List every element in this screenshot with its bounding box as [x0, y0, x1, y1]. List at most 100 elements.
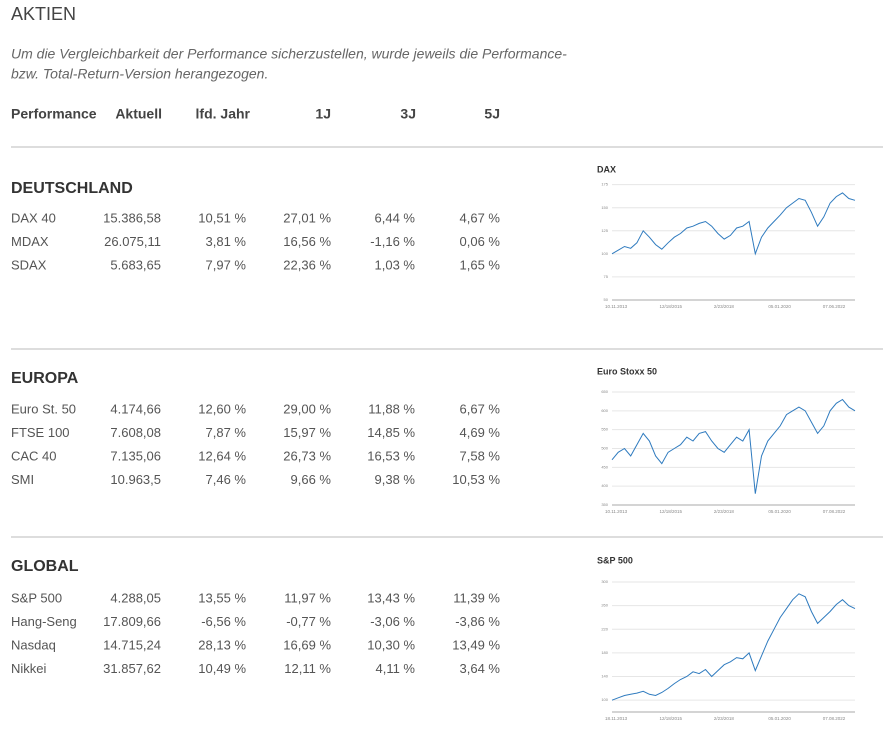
cell: 7,46 % — [206, 472, 247, 487]
y-tick-label: 300 — [601, 579, 608, 584]
cell: 13,55 % — [198, 590, 246, 605]
cell: Euro St. 50 — [11, 401, 76, 416]
cell: 16,53 % — [367, 448, 415, 463]
cell: 3,81 % — [206, 234, 247, 249]
x-tick-label: 12/18/2015 — [659, 304, 682, 309]
cell: SDAX — [11, 257, 47, 272]
column-header: 3J — [400, 106, 416, 122]
y-tick-label: 500 — [601, 446, 608, 451]
cell: 11,39 % — [453, 590, 500, 605]
chart-title: Euro Stoxx 50 — [597, 366, 657, 376]
cell: 28,13 % — [198, 637, 246, 652]
cell: 14.715,24 — [103, 637, 161, 652]
cell: 12,11 % — [284, 661, 331, 676]
cell: MDAX — [11, 234, 49, 249]
x-tick-label: 2/23/2018 — [714, 304, 735, 309]
cell: 26,73 % — [283, 448, 331, 463]
cell: 12,64 % — [198, 448, 246, 463]
cell: -6,56 % — [201, 614, 246, 629]
cell: 22,36 % — [283, 257, 331, 272]
y-tick-label: 125 — [601, 228, 608, 233]
cell: 3,64 % — [460, 661, 501, 676]
y-tick-label: 350 — [601, 502, 608, 507]
section-title: GLOBAL — [11, 558, 79, 575]
line-series — [611, 398, 856, 494]
y-tick-label: 600 — [601, 408, 608, 413]
cell: -3,86 % — [455, 614, 500, 629]
cell: 27,01 % — [283, 210, 331, 225]
cell: 12,60 % — [198, 401, 246, 416]
cell: 4.174,66 — [110, 401, 161, 416]
cell: 1,03 % — [375, 257, 416, 272]
y-tick-label: 75 — [604, 274, 609, 279]
cell: 4,11 % — [375, 661, 415, 676]
y-tick-label: 100 — [601, 251, 608, 256]
column-header: Performance — [11, 106, 97, 122]
title: AKTIEN — [11, 4, 76, 24]
column-header: 1J — [315, 106, 331, 122]
x-tick-label: 2/23/2018 — [714, 716, 735, 721]
cell: 1,65 % — [460, 257, 501, 272]
cell: 13,43 % — [367, 590, 415, 605]
y-tick-label: 140 — [601, 674, 608, 679]
y-tick-label: 260 — [601, 603, 608, 608]
cell: 17.809,66 — [103, 614, 161, 629]
x-tick-label: 18.11.2013 — [605, 716, 628, 721]
y-tick-label: 400 — [601, 483, 608, 488]
cell: 4,69 % — [460, 425, 501, 440]
cell: S&P 500 — [11, 590, 62, 605]
cell: 6,44 % — [375, 210, 416, 225]
cell: Nikkei — [11, 661, 47, 676]
x-tick-label: 2/23/2018 — [714, 509, 735, 514]
cell: 5.683,65 — [110, 257, 161, 272]
x-tick-label: 07.08.2022 — [823, 509, 846, 514]
cell: 26.075,11 — [104, 234, 161, 249]
cell: Hang-Seng — [11, 614, 77, 629]
cell: 31.857,62 — [103, 661, 161, 676]
x-tick-label: 12/18/2015 — [659, 509, 682, 514]
chart-title: S&P 500 — [597, 555, 633, 565]
cell: 7.135,06 — [110, 448, 161, 463]
cell: 4.288,05 — [110, 590, 161, 605]
cell: -0,77 % — [286, 614, 331, 629]
subtitle: bzw. Total-Return-Version herangezogen. — [11, 66, 268, 82]
y-tick-label: 150 — [601, 205, 608, 210]
y-tick-label: 100 — [601, 697, 608, 702]
cell: 9,38 % — [375, 472, 416, 487]
x-tick-label: 05.01.2020 — [768, 304, 791, 309]
cell: 7.608,08 — [110, 425, 161, 440]
cell: 15.386,58 — [103, 210, 161, 225]
cell: 6,67 % — [460, 401, 501, 416]
x-tick-label: 05.01.2020 — [768, 716, 791, 721]
cell: 9,66 % — [291, 472, 332, 487]
line-series — [611, 192, 856, 256]
cell: Nasdaq — [11, 637, 56, 652]
x-tick-label: 07.06.2022 — [823, 304, 846, 309]
section-title: DEUTSCHLAND — [11, 180, 133, 197]
cell: 7,97 % — [206, 257, 247, 272]
y-tick-label: 550 — [601, 427, 608, 432]
cell: 7,58 % — [460, 448, 501, 463]
cell: 7,87 % — [206, 425, 247, 440]
cell: 10,49 % — [198, 661, 246, 676]
column-header: Aktuell — [115, 106, 162, 122]
y-tick-label: 180 — [601, 650, 608, 655]
cell: 11,88 % — [368, 401, 415, 416]
cell: 29,00 % — [283, 401, 331, 416]
cell: 16,56 % — [283, 234, 331, 249]
cell: 14,85 % — [367, 425, 415, 440]
cell: DAX 40 — [11, 210, 56, 225]
section-title: EUROPA — [11, 370, 79, 387]
cell: 10,30 % — [367, 637, 415, 652]
cell: -3,06 % — [370, 614, 415, 629]
cell: 13,49 % — [452, 637, 500, 652]
cell: 0,06 % — [460, 234, 501, 249]
cell: -1,16 % — [370, 234, 415, 249]
chart-title: DAX — [597, 164, 616, 174]
y-tick-label: 175 — [601, 182, 608, 187]
cell: 15,97 % — [283, 425, 331, 440]
y-tick-label: 50 — [604, 297, 609, 302]
cell: 4,67 % — [460, 210, 501, 225]
cell: SMI — [11, 472, 34, 487]
